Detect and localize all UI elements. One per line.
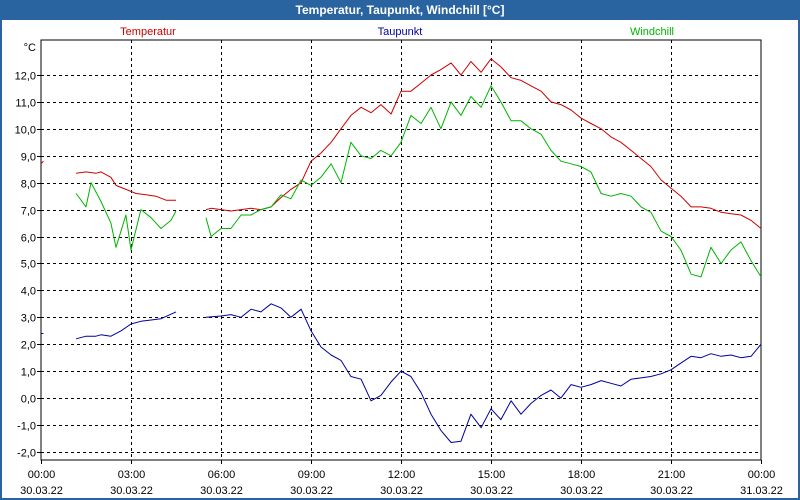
series-line-windchill [205,85,762,278]
y-tick-label: 12,0 [15,71,36,83]
x-tick-date: 31.03.22 [740,485,783,497]
y-tick-label: -1,0 [17,421,36,433]
y-tick-label: -2,0 [17,448,36,460]
y-tick-label: 0,0 [21,394,36,406]
series-line-taupunkt [75,311,177,340]
window-title: Temperatur, Taupunkt, Windchill [°C] [295,3,505,17]
y-tick-label: 7,0 [21,206,36,218]
legend-taupunkt: Taupunkt [378,26,423,38]
y-tick-label: 2,0 [21,340,36,352]
y-axis-unit: °C [24,42,36,54]
y-tick-label: 1,0 [21,367,36,379]
y-tick-label: 11,0 [15,98,36,110]
x-tick-date: 30.03.22 [200,485,243,497]
x-tick-time: 18:00 [568,469,596,481]
x-tick-time: 15:00 [478,469,506,481]
y-tick-label: 3,0 [21,313,36,325]
y-tick-label: 4,0 [21,286,36,298]
x-tick-date: 30.03.22 [560,485,603,497]
x-tick-time: 00:00 [28,469,56,481]
y-tick-label: 10,0 [15,125,36,137]
x-tick-date: 30.03.22 [290,485,333,497]
x-tick-date: 30.03.22 [470,485,513,497]
x-tick-time: 12:00 [388,469,416,481]
x-tick-time: 09:00 [298,469,326,481]
x-tick-date: 30.03.22 [380,485,423,497]
legend-windchill: Windchill [630,26,674,38]
chart: 12,0 11,0 10,0 9,0 8,0 7,0 6,0 5,0 4,0 3,0 2,0 1,0 0… [15,26,783,497]
series-line-temperatur [40,160,44,165]
series-line-temperatur [76,171,176,201]
x-tick-time: 21:00 [658,469,686,481]
x-tick-time: 03:00 [118,469,146,481]
y-tick-label: 6,0 [21,233,36,245]
x-tick-date: 30.03.22 [20,485,63,497]
legend-temperatur: Temperatur [120,26,176,38]
y-tick-label: 8,0 [21,179,36,191]
series-line-windchill [75,182,177,251]
x-tick-date: 30.03.22 [110,485,153,497]
y-tick-label: 9,0 [21,152,36,164]
series-line-temperatur [205,58,762,229]
x-tick-date: 30.03.22 [650,485,693,497]
x-tick-time: 00:00 [748,469,776,481]
x-tick-time: 06:00 [208,469,236,481]
series-line-taupunkt [205,303,762,443]
y-tick-label: 5,0 [21,259,36,271]
